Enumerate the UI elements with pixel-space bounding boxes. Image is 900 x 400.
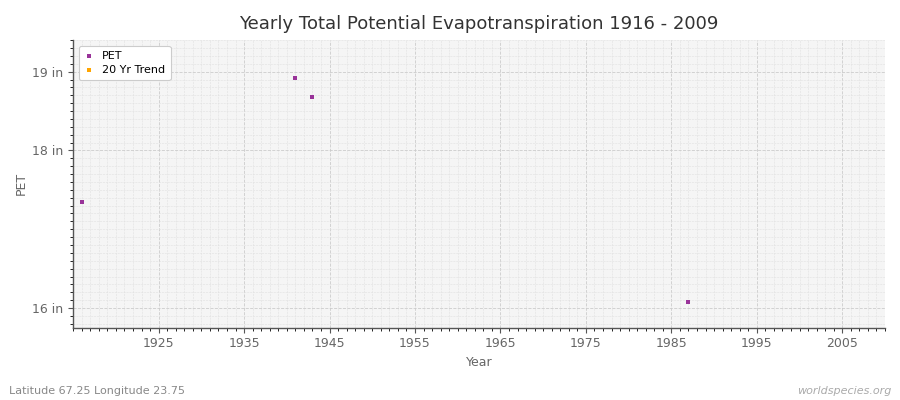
Y-axis label: PET: PET <box>15 172 28 196</box>
Title: Yearly Total Potential Evapotranspiration 1916 - 2009: Yearly Total Potential Evapotranspiratio… <box>239 15 719 33</box>
PET <box>681 298 696 305</box>
Text: worldspecies.org: worldspecies.org <box>796 386 891 396</box>
PET <box>75 198 89 205</box>
X-axis label: Year: Year <box>466 356 492 369</box>
Legend: PET, 20 Yr Trend: PET, 20 Yr Trend <box>78 46 171 80</box>
Text: Latitude 67.25 Longitude 23.75: Latitude 67.25 Longitude 23.75 <box>9 386 185 396</box>
PET <box>305 94 320 100</box>
PET <box>288 75 302 81</box>
